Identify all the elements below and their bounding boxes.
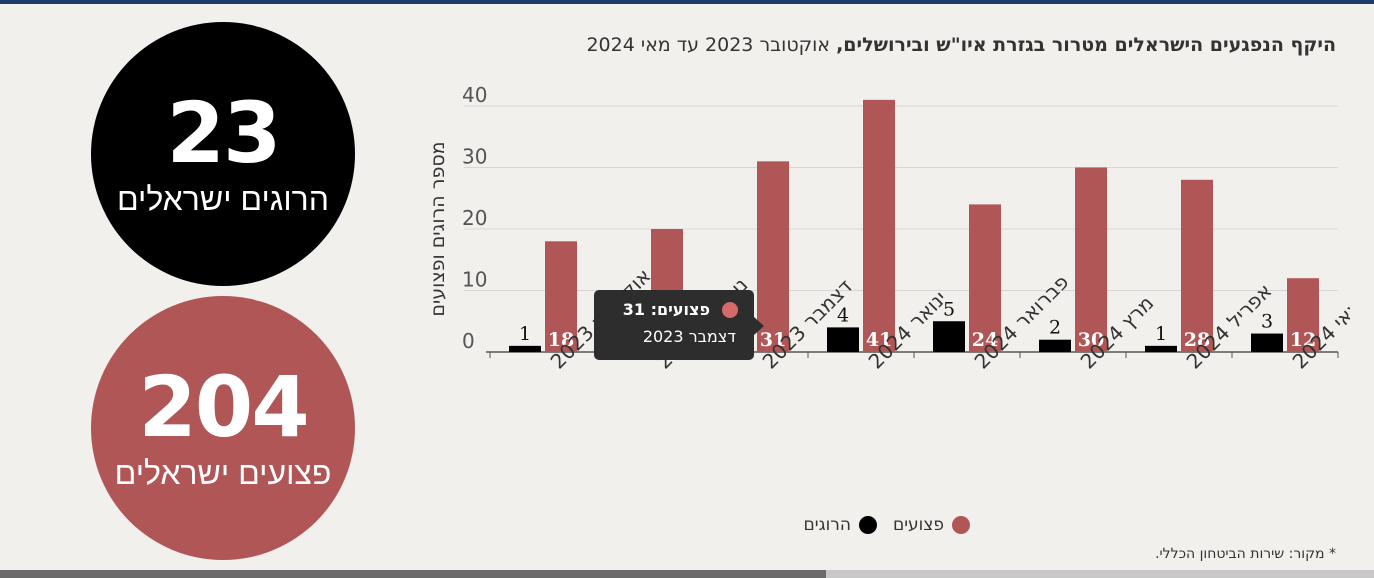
data-label-killed: 1 <box>519 323 531 345</box>
top-stripe <box>0 0 1374 4</box>
legend-killed-dot-icon <box>858 516 877 534</box>
wounded-label: פצועים ישראלים <box>114 455 332 491</box>
legend-killed-label: הרוגים <box>803 515 851 535</box>
bar-killed <box>827 327 859 352</box>
wounded-total: 204 <box>138 358 309 456</box>
data-label-killed: 5 <box>943 298 955 320</box>
tooltip-value: 31 <box>622 300 646 319</box>
legend-item-wounded[interactable]: פצועים <box>893 515 970 535</box>
chart-title: היקף הנפגעים הישראלים מטרור בגזרת איו"ש … <box>586 34 1336 56</box>
bottom-bar-dark <box>0 570 826 578</box>
data-label-wounded: 28 <box>1184 329 1210 351</box>
data-label-wounded: 18 <box>548 329 574 351</box>
data-label-wounded: 41 <box>866 329 892 351</box>
bar-wounded <box>545 241 577 352</box>
bar-killed <box>1251 333 1283 352</box>
tooltip-month: דצמבר 2023 <box>642 327 736 346</box>
data-label-wounded: 12 <box>1290 329 1316 351</box>
legend-wounded-dot-icon <box>952 516 970 534</box>
data-label-killed: 1 <box>1155 323 1167 345</box>
data-label-killed: 3 <box>1261 311 1273 333</box>
y-tick-label: 40 <box>462 83 487 107</box>
data-label-killed: 4 <box>837 304 849 326</box>
bar-wounded <box>1075 167 1107 352</box>
bar-wounded <box>863 99 895 352</box>
tooltip-wounded-dot-icon <box>722 301 738 318</box>
tooltip-value-line: פצועים: 31 <box>604 300 738 319</box>
bottom-bar-light <box>826 570 1374 578</box>
wounded-summary-circle: 204 פצועים ישראלים <box>91 296 355 560</box>
tooltip-series: פצועים: <box>650 300 710 319</box>
data-label-killed: 2 <box>1049 317 1061 339</box>
bar-killed <box>933 321 965 352</box>
y-tick-label: 0 <box>462 329 475 353</box>
legend-wounded-label: פצועים <box>892 515 944 535</box>
killed-label: הרוגים ישראלים <box>116 181 330 217</box>
chart-title-dates: אוקטובר 2023 עד מאי 2024 <box>586 34 837 56</box>
source-note: * מקור: שירות הביטחון הכללי. <box>1155 546 1336 562</box>
data-label-wounded: 24 <box>972 329 998 351</box>
killed-summary-circle: 23 הרוגים ישראלים <box>91 22 355 286</box>
chart-legend: פצועים הרוגים <box>788 515 970 535</box>
legend-item-killed[interactable]: הרוגים <box>804 515 877 535</box>
y-tick-label: 20 <box>462 206 487 230</box>
data-label-wounded: 31 <box>760 329 786 351</box>
y-tick-label: 10 <box>462 268 487 292</box>
bar-wounded <box>1287 278 1319 352</box>
data-label-wounded: 30 <box>1078 329 1104 351</box>
y-tick-label: 30 <box>462 145 487 169</box>
bar-wounded <box>1181 179 1213 352</box>
bar-killed <box>509 345 541 352</box>
killed-total: 23 <box>166 84 282 182</box>
y-axis-label: מספר הרוגים ופצועים <box>427 141 449 316</box>
bar-wounded <box>969 204 1001 352</box>
bar-killed <box>1145 345 1177 352</box>
bar-killed <box>1039 339 1071 352</box>
chart-title-bold: היקף הנפגעים הישראלים מטרור בגזרת איו"ש … <box>836 34 1336 56</box>
chart-tooltip: פצועים: 31 דצמבר 2023 <box>594 290 764 360</box>
